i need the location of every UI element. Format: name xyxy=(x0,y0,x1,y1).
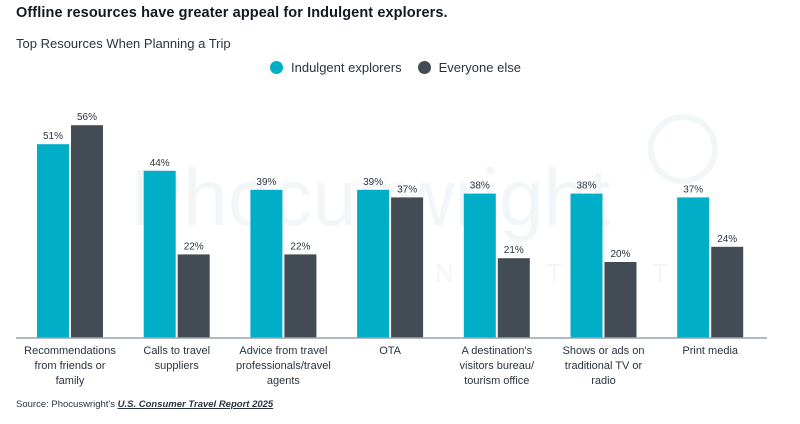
data-label-indulgent-0: 51% xyxy=(43,131,63,142)
chart-subtitle: Top Resources When Planning a Trip xyxy=(16,36,231,51)
bar-indulgent-0 xyxy=(37,144,69,338)
x-tick-label-3: OTA xyxy=(379,345,401,357)
legend-label-everyone: Everyone else xyxy=(438,60,521,75)
bar-everyone-6 xyxy=(711,246,744,338)
data-label-indulgent-1: 44% xyxy=(150,158,170,169)
legend-swatch-indulgent xyxy=(270,61,283,74)
legend-item-everyone: Everyone else xyxy=(417,60,521,75)
bar-everyone-1 xyxy=(177,254,210,338)
x-tick-label-2: Advice from travel professionals/travel ag… xyxy=(236,345,331,387)
x-tick-label-4: A destination's visitors bureau/tourism o… xyxy=(460,345,536,387)
bar-everyone-0 xyxy=(71,125,103,338)
x-tick-label-1: Calls to travel suppliers xyxy=(143,345,210,372)
data-label-indulgent-3: 39% xyxy=(363,177,383,188)
bar-indulgent-5 xyxy=(570,193,603,338)
bar-everyone-3 xyxy=(391,197,424,338)
source-note: Source: Phocuswright's U.S. Consumer Tra… xyxy=(16,399,273,410)
data-label-indulgent-6: 37% xyxy=(683,184,703,195)
x-tick-label-0: Recommendations from friends or family xyxy=(24,345,116,387)
watermark-bubble-icon xyxy=(648,114,718,184)
legend: Indulgent explorers Everyone else xyxy=(270,60,537,75)
data-label-everyone-4: 21% xyxy=(504,245,524,256)
data-label-indulgent-5: 38% xyxy=(576,181,596,192)
x-tick-label-5: Shows or ads on traditional TV or radio xyxy=(563,345,645,387)
bar-everyone-4 xyxy=(497,258,530,338)
source-prefix: Source: Phocuswright's xyxy=(16,399,118,410)
data-label-everyone-1: 22% xyxy=(184,241,204,252)
chart-title: Offline resources have greater appeal fo… xyxy=(16,5,448,21)
data-label-indulgent-4: 38% xyxy=(470,181,490,192)
legend-label-indulgent: Indulgent explorers xyxy=(291,60,402,75)
bar-everyone-5 xyxy=(604,262,637,338)
data-label-indulgent-2: 39% xyxy=(256,177,276,188)
bar-indulgent-2 xyxy=(250,189,283,338)
bar-indulgent-3 xyxy=(357,189,390,338)
legend-swatch-everyone xyxy=(417,61,431,74)
bar-indulgent-6 xyxy=(677,197,710,338)
data-label-everyone-5: 20% xyxy=(610,249,630,260)
data-label-everyone-6: 24% xyxy=(717,234,737,245)
bar-indulgent-4 xyxy=(463,193,496,338)
data-label-everyone-2: 22% xyxy=(290,241,310,252)
bar-indulgent-1 xyxy=(143,170,176,338)
legend-item-indulgent: Indulgent explorers xyxy=(270,60,402,75)
data-label-everyone-0: 56% xyxy=(77,112,97,123)
x-tick-label-6: Print media xyxy=(682,345,739,357)
bar-everyone-2 xyxy=(284,254,317,338)
watermark: Phocuswright NORTHSTAR xyxy=(130,114,738,288)
data-label-everyone-3: 37% xyxy=(397,184,417,195)
source-report-link[interactable]: U.S. Consumer Travel Report 2025 xyxy=(117,399,274,410)
